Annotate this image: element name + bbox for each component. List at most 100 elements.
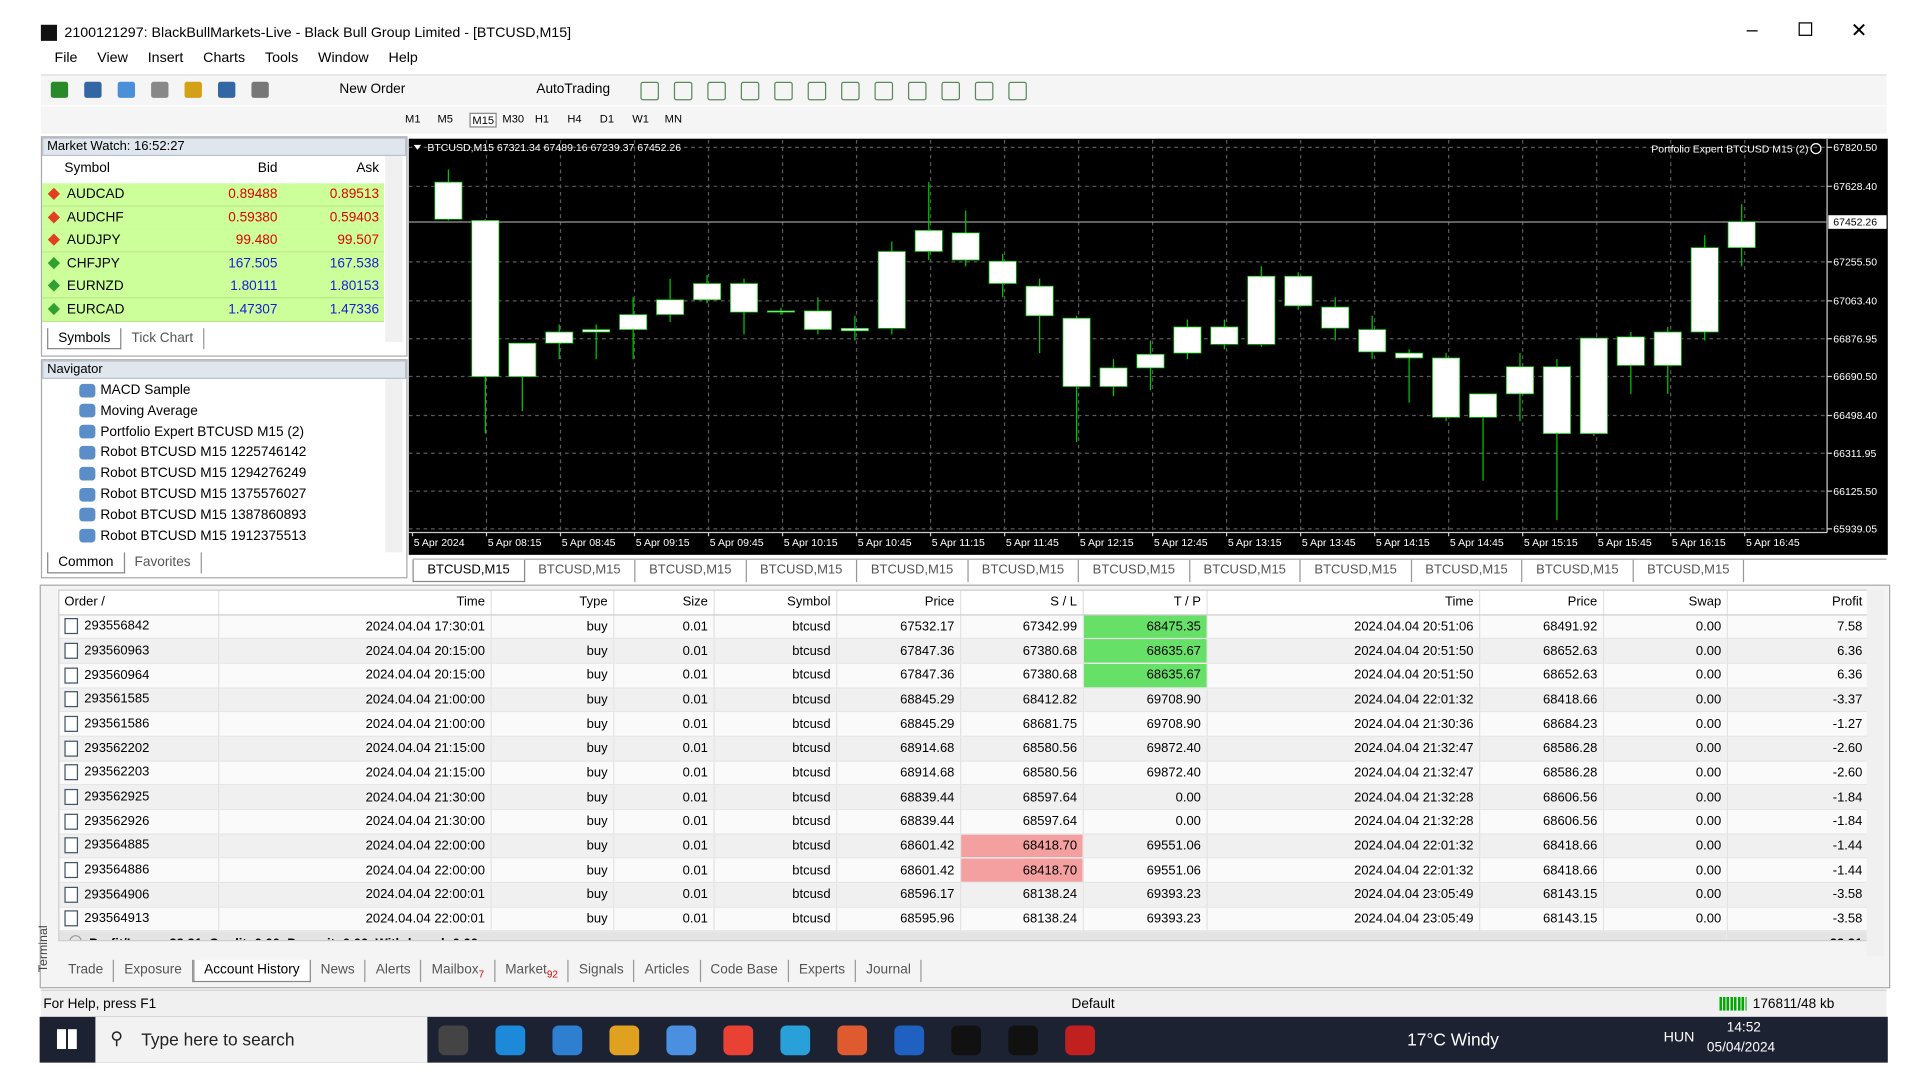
history-row[interactable]: 293561586 2024.04.04 21:00:00 buy 0.01 btcus… bbox=[59, 711, 1868, 737]
symbol-row[interactable]: AUDCHF 0.59380 0.59403 bbox=[42, 206, 384, 230]
terminal-tab[interactable]: Account History bbox=[193, 959, 311, 983]
column-header[interactable]: Profit bbox=[1726, 590, 1868, 616]
navigator-item[interactable]: MACD Sample bbox=[79, 383, 190, 398]
terminal-tab[interactable]: News bbox=[311, 959, 366, 983]
toolbar-icon[interactable] bbox=[841, 81, 860, 101]
tab[interactable]: Favorites bbox=[125, 552, 202, 574]
chart-tab[interactable]: BTCUSD,M15 bbox=[412, 559, 525, 583]
history-row[interactable]: 293561585 2024.04.04 21:00:00 buy 0.01 btcus… bbox=[59, 687, 1868, 712]
toolbar-icon[interactable] bbox=[184, 81, 202, 98]
minimize[interactable]: – bbox=[1746, 19, 1758, 41]
toolbar-icon[interactable] bbox=[151, 81, 169, 98]
chart-tab[interactable]: BTCUSD,M15 bbox=[635, 559, 747, 583]
menu-item[interactable]: Insert bbox=[147, 50, 184, 66]
history-row[interactable]: 293556842 2024.04.04 17:30:01 buy 0.01 btcus… bbox=[59, 614, 1868, 639]
menu-item[interactable]: Window bbox=[318, 50, 369, 66]
scrollbar[interactable] bbox=[385, 378, 403, 553]
terminal-tab[interactable]: Signals bbox=[569, 959, 635, 983]
app-icon[interactable] bbox=[1065, 1025, 1096, 1056]
symbol-row[interactable]: CHFJPY 167.505 167.538 bbox=[42, 252, 384, 276]
terminal-tab[interactable]: Code Base bbox=[701, 959, 789, 983]
app-icon[interactable] bbox=[780, 1025, 811, 1056]
app-icon[interactable] bbox=[894, 1025, 925, 1056]
toolbar-icon[interactable] bbox=[117, 81, 136, 98]
toolbar-icon[interactable] bbox=[941, 81, 960, 101]
timeframe-button[interactable]: H4 bbox=[567, 112, 582, 126]
terminal-tab[interactable]: Alerts bbox=[366, 959, 422, 983]
column-header[interactable]: Price bbox=[1479, 590, 1604, 616]
chart-tab[interactable]: BTCUSD,M15 bbox=[1412, 559, 1523, 583]
menu-item[interactable]: Charts bbox=[203, 50, 246, 66]
timeframe-button[interactable]: MN bbox=[664, 112, 683, 126]
navigator-item[interactable]: Moving Average bbox=[79, 403, 198, 418]
tab[interactable]: Tick Chart bbox=[122, 328, 205, 350]
app-icon[interactable] bbox=[837, 1025, 868, 1056]
column-header[interactable]: Order / bbox=[59, 590, 219, 616]
toolbar-icon[interactable] bbox=[874, 81, 894, 101]
toolbar-icon[interactable] bbox=[218, 81, 236, 98]
app-icon[interactable] bbox=[552, 1025, 583, 1056]
scrollbar[interactable] bbox=[1866, 589, 1885, 957]
history-row[interactable]: 293562202 2024.04.04 21:15:00 buy 0.01 btcus… bbox=[59, 736, 1868, 761]
chart-tab[interactable]: BTCUSD,M15 bbox=[857, 559, 969, 583]
timeframe-button[interactable]: H1 bbox=[534, 112, 550, 126]
autotrading-button[interactable]: AutoTrading bbox=[536, 81, 611, 97]
tab[interactable]: Common bbox=[47, 552, 125, 574]
symbol-row[interactable]: EURNZD 1.80111 1.80153 bbox=[42, 275, 384, 299]
toolbar-icon[interactable] bbox=[974, 81, 994, 101]
toolbar-icon[interactable] bbox=[640, 81, 659, 101]
chart-tab[interactable]: BTCUSD,M15 bbox=[1079, 559, 1190, 583]
toolbar-icon[interactable] bbox=[84, 81, 102, 98]
toolbar-icon[interactable] bbox=[740, 81, 760, 101]
toolbar-icon[interactable] bbox=[50, 81, 69, 98]
toolbar-icon[interactable] bbox=[707, 81, 726, 101]
menu-item[interactable]: File bbox=[54, 50, 78, 66]
timeframe-button[interactable]: M5 bbox=[437, 112, 453, 126]
history-row[interactable]: 293562203 2024.04.04 21:15:00 buy 0.01 btcus… bbox=[59, 760, 1868, 785]
navigator-item[interactable]: Portfolio Expert BTCUSD M15 (2) bbox=[79, 424, 304, 439]
terminal-tab[interactable]: Trade bbox=[58, 959, 115, 983]
navigator-item[interactable]: Robot BTCUSD M15 1294276249 bbox=[79, 466, 306, 481]
menu-item[interactable]: View bbox=[97, 50, 128, 66]
column-header[interactable]: T / P bbox=[1082, 590, 1208, 616]
terminal-tab[interactable]: Exposure bbox=[114, 959, 194, 983]
symbol-row[interactable]: AUDJPY 99.480 99.507 bbox=[42, 229, 384, 253]
column-header[interactable]: Symbol bbox=[713, 590, 837, 616]
menu-item[interactable]: Help bbox=[388, 50, 418, 66]
terminal-tab[interactable]: Articles bbox=[635, 959, 701, 983]
history-row[interactable]: 293560964 2024.04.04 20:15:00 buy 0.01 btcus… bbox=[59, 663, 1868, 688]
app-icon[interactable] bbox=[1008, 1025, 1039, 1056]
terminal-tab[interactable]: Mailbox7 bbox=[422, 959, 496, 983]
symbol-row[interactable]: AUDCAD 0.89488 0.89513 bbox=[42, 183, 384, 207]
chart-tab[interactable]: BTCUSD,M15 bbox=[1523, 559, 1634, 583]
scrollbar[interactable] bbox=[385, 156, 403, 342]
history-row[interactable]: 293564886 2024.04.04 22:00:00 buy 0.01 btcus… bbox=[59, 857, 1868, 883]
chart-tab[interactable]: BTCUSD,M15 bbox=[1633, 559, 1745, 583]
toolbar-icon[interactable] bbox=[807, 81, 827, 101]
app-icon[interactable] bbox=[495, 1025, 526, 1056]
app-icon[interactable] bbox=[666, 1025, 697, 1056]
menu-item[interactable]: Tools bbox=[264, 50, 299, 66]
history-row[interactable]: 293564906 2024.04.04 22:00:01 buy 0.01 btcus… bbox=[59, 882, 1868, 907]
timeframe-button[interactable]: M1 bbox=[405, 112, 421, 126]
history-row[interactable]: 293564913 2024.04.04 22:00:01 buy 0.01 btcus… bbox=[59, 906, 1868, 931]
toolbar-icon[interactable] bbox=[907, 81, 927, 101]
column-header[interactable]: Time bbox=[1206, 590, 1480, 616]
column-header[interactable]: S / L bbox=[959, 590, 1084, 616]
app-icon[interactable] bbox=[723, 1025, 754, 1056]
navigator-item[interactable]: Robot BTCUSD M15 1375576027 bbox=[79, 487, 306, 502]
chart-tab[interactable]: BTCUSD,M15 bbox=[746, 559, 858, 583]
column-header[interactable]: Size bbox=[613, 590, 715, 616]
tab[interactable]: Symbols bbox=[47, 328, 122, 350]
app-icon[interactable] bbox=[438, 1025, 469, 1056]
start-button[interactable] bbox=[56, 1029, 77, 1050]
toolbar-icon[interactable] bbox=[774, 81, 793, 101]
chart-tab[interactable]: BTCUSD,M15 bbox=[1190, 559, 1301, 583]
new-order-button[interactable]: New Order bbox=[339, 81, 406, 97]
app-icon[interactable] bbox=[609, 1025, 640, 1056]
timeframe-button[interactable]: W1 bbox=[632, 112, 649, 126]
terminal-tab[interactable]: Experts bbox=[789, 959, 857, 983]
column-header[interactable]: Swap bbox=[1602, 590, 1728, 616]
terminal-tab[interactable]: Journal bbox=[856, 959, 922, 983]
column-header[interactable]: Time bbox=[218, 590, 492, 616]
